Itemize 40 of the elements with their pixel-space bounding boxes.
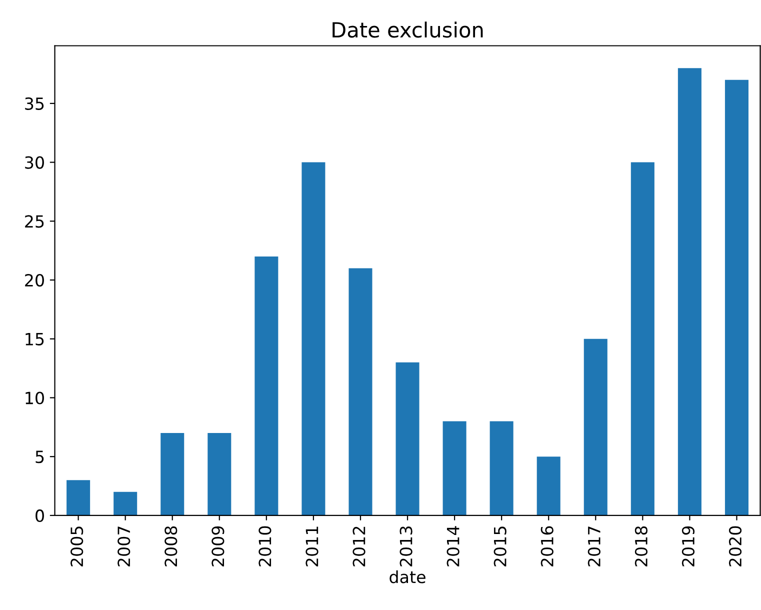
x-tick-label: 2010	[258, 526, 272, 566]
bar	[254, 256, 278, 516]
x-axis-title: date	[390, 570, 426, 584]
x-tick-label: 2019	[682, 526, 695, 566]
x-tick-label: 2009	[212, 526, 224, 566]
x-tick-label: 2017	[588, 526, 600, 566]
bar	[66, 480, 90, 516]
x-tick-label: 2013	[400, 526, 412, 566]
y-tick-label: 5	[36, 450, 44, 464]
y-tick-label: 30	[25, 156, 44, 169]
y-tick-label: 25	[25, 215, 44, 228]
x-tick-label: 2012	[352, 526, 366, 566]
bar	[114, 492, 138, 516]
bar	[724, 80, 748, 516]
y-tick-label: 15	[26, 333, 44, 346]
y-tick-label: 10	[26, 392, 44, 404]
bar	[584, 338, 608, 516]
chart-title: Date exclusion	[332, 22, 483, 38]
y-tick-label: 0	[36, 509, 44, 522]
bar	[678, 68, 702, 516]
x-tick-label: 2018	[634, 526, 648, 566]
y-tick-label: 20	[25, 274, 44, 287]
bar	[160, 433, 184, 516]
bar	[490, 421, 514, 516]
bar	[348, 268, 372, 516]
bar	[302, 162, 326, 516]
bar	[442, 421, 466, 516]
x-tick-label: 2005	[70, 526, 84, 566]
x-tick-label: 2008	[164, 526, 178, 566]
x-tick-label: 2014	[446, 526, 460, 566]
bar	[396, 362, 420, 516]
y-tick-label: 35	[25, 97, 44, 110]
x-tick-label: 2007	[118, 526, 130, 566]
bar	[630, 162, 654, 516]
bar	[208, 433, 232, 516]
x-tick-label: 2011	[306, 526, 318, 566]
x-tick-label: 2015	[494, 526, 506, 566]
x-tick-label: 2016	[540, 526, 554, 566]
x-tick-label: 2020	[728, 526, 742, 566]
bar	[536, 456, 560, 516]
